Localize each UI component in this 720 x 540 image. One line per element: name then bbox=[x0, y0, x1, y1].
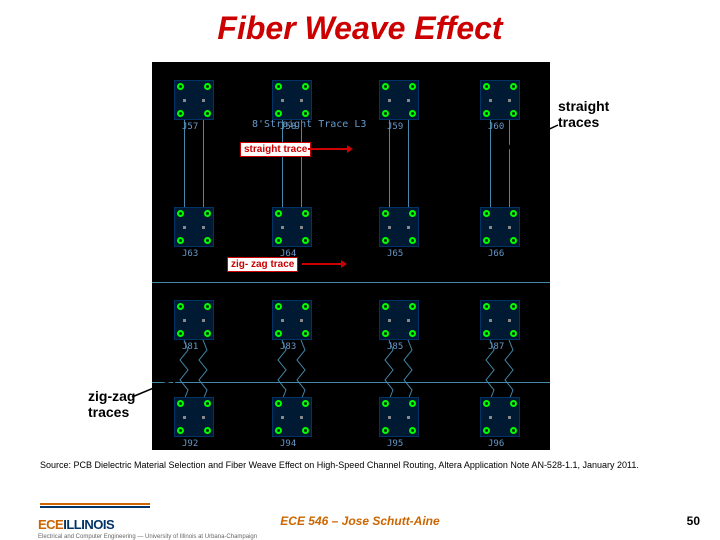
pad-group bbox=[272, 397, 312, 437]
pad-group bbox=[272, 300, 312, 340]
source-citation: Source: PCB Dielectric Material Selectio… bbox=[40, 460, 680, 471]
pad-group bbox=[272, 207, 312, 247]
pad-group bbox=[480, 397, 520, 437]
inner-label-zigzag: zig- zag trace bbox=[227, 257, 298, 272]
page-number: 50 bbox=[687, 514, 700, 528]
refdes: J66 bbox=[488, 249, 504, 259]
callout-zigzag: zig-zag traces bbox=[88, 388, 135, 420]
slide-title: Fiber Weave Effect bbox=[0, 10, 720, 47]
refdes: J96 bbox=[488, 439, 504, 449]
pad-group bbox=[379, 207, 419, 247]
refdes: J94 bbox=[280, 439, 296, 449]
refdes: J81 bbox=[182, 342, 198, 352]
refdes: J92 bbox=[182, 439, 198, 449]
pad-group bbox=[379, 300, 419, 340]
refdes: J87 bbox=[488, 342, 504, 352]
refdes: J58 bbox=[280, 122, 296, 132]
pad-group bbox=[272, 80, 312, 120]
refdes: J83 bbox=[280, 342, 296, 352]
pad-group bbox=[174, 80, 214, 120]
pad-group bbox=[174, 300, 214, 340]
pad-group bbox=[174, 397, 214, 437]
pad-group bbox=[480, 207, 520, 247]
callout-arrow-straight bbox=[500, 115, 560, 155]
inner-label-straight: straight trace bbox=[240, 142, 311, 157]
footer-course: ECE 546 – Jose Schutt-Aine bbox=[0, 514, 720, 528]
refdes: J85 bbox=[387, 342, 403, 352]
refdes: J64 bbox=[280, 249, 296, 259]
callout-arrow-zigzag bbox=[130, 372, 190, 402]
refdes: J65 bbox=[387, 249, 403, 259]
pcb-diagram: 8'Straight Trace L3 straight trace zig- … bbox=[152, 62, 550, 450]
refdes: J57 bbox=[182, 122, 198, 132]
pad-group bbox=[174, 207, 214, 247]
pad-group bbox=[480, 300, 520, 340]
refdes: J95 bbox=[387, 439, 403, 449]
refdes: J59 bbox=[387, 122, 403, 132]
footer-accent-bar bbox=[40, 503, 150, 505]
pad-group bbox=[480, 80, 520, 120]
refdes: J63 bbox=[182, 249, 198, 259]
pcb-section-label: 8'Straight Trace L3 bbox=[252, 119, 366, 130]
logo-subtitle: Electrical and Computer Engineering — Un… bbox=[38, 534, 257, 540]
pad-group bbox=[379, 80, 419, 120]
callout-straight: straight traces bbox=[558, 98, 609, 130]
pad-group bbox=[379, 397, 419, 437]
